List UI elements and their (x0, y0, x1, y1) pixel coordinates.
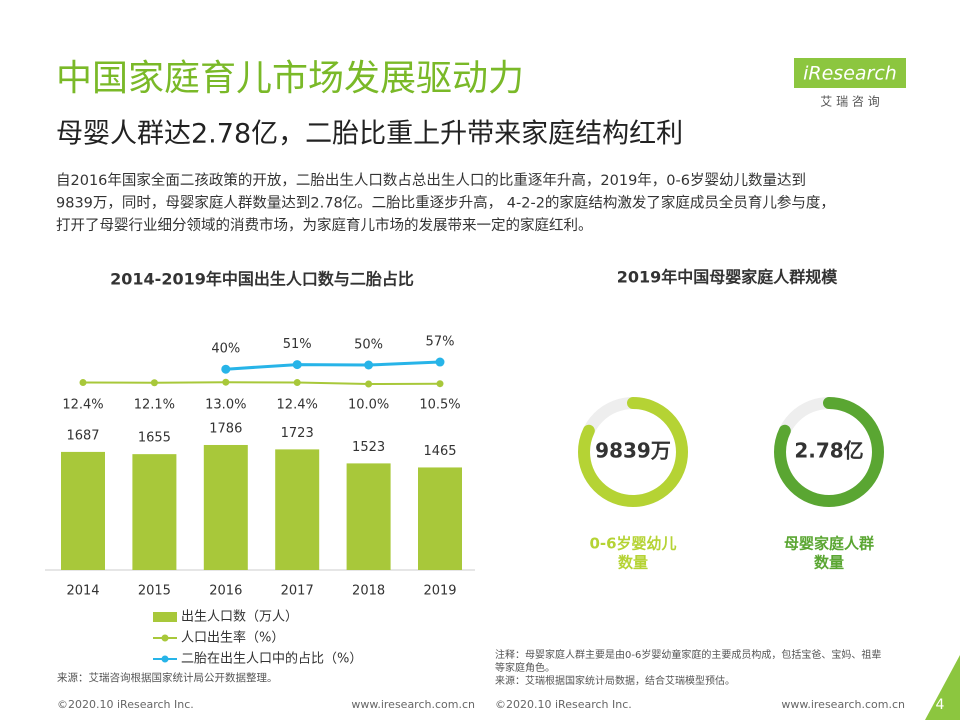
donut-ring (578, 397, 688, 507)
bar (61, 451, 105, 570)
corner-decor (925, 655, 960, 720)
note: 等家庭角色。 (495, 661, 555, 674)
line-point (292, 360, 302, 370)
line-point (365, 380, 373, 388)
bar (275, 449, 320, 570)
chart-title: 2014-2019年中国出生人口数与二胎占比 (110, 270, 414, 289)
line-value-label: 50% (354, 338, 383, 353)
line-value-label: 13.0% (205, 398, 246, 413)
subtitle: 母婴人群达2.78亿，二胎比重上升带来家庭结构红利 (56, 119, 683, 150)
bar (132, 454, 177, 570)
line-point (222, 378, 230, 386)
source: 来源：艾瑞咨询根据国家统计局公开数据整理。 (57, 671, 278, 684)
note: 注释：母婴家庭人群主要是由0-6岁婴幼童家庭的主要成员构成，包括宝爸、宝妈、祖辈 (495, 648, 881, 661)
body-text: 自2016年国家全面二孩政策的开放，二胎出生人口数占总出生人口的比重逐年升高，2… (56, 171, 806, 189)
legend-label: 出生人口数（万人） (181, 610, 298, 625)
chart-title: 2019年中国母婴家庭人群规模 (617, 268, 839, 287)
x-tick-label: 2015 (138, 584, 171, 599)
bar-value-label: 1523 (352, 440, 385, 455)
x-tick-label: 2017 (281, 584, 314, 599)
line-point (150, 379, 158, 387)
line-point (436, 380, 444, 388)
line-value-label: 12.1% (134, 398, 175, 413)
title: 中国家庭育儿市场发展驱动力 (56, 58, 524, 99)
line-value-label: 40% (211, 342, 240, 357)
bar-value-label: 1687 (66, 428, 99, 443)
line-value-label: 10.0% (348, 398, 389, 413)
line-point (221, 364, 231, 374)
donut-label: 0-6岁婴幼儿 (589, 535, 676, 553)
footer-copyright: ©2020.10 iResearch Inc. (495, 698, 632, 711)
line-value-label: 12.4% (277, 398, 318, 413)
line-value-label: 12.4% (62, 398, 103, 413)
line-point (79, 379, 87, 387)
line-point (293, 379, 301, 387)
line-value-label: 51% (283, 337, 312, 352)
legend-label: 二胎在出生人口中的占比（%） (181, 651, 362, 667)
donut-label: 母婴家庭人群 (784, 535, 874, 553)
bar-value-label: 1655 (138, 431, 171, 446)
legend-swatch (153, 612, 177, 622)
line-value-label: 10.5% (419, 398, 460, 413)
bar-value-label: 1465 (423, 444, 456, 459)
bar-value-label: 1786 (209, 421, 242, 436)
bar (203, 444, 248, 570)
note: 来源：艾瑞根据国家统计局数据，结合艾瑞模型预估。 (495, 674, 735, 687)
line (82, 381, 441, 386)
legend-label: 人口出生率（%） (181, 630, 284, 646)
bar (346, 463, 391, 570)
donut-value: 9839万 (595, 439, 671, 463)
footer-url: www.iresearch.com.cn (351, 698, 475, 711)
donut-label: 数量 (814, 554, 844, 572)
x-tick-label: 2019 (423, 584, 456, 599)
x-tick-label: 2014 (66, 584, 99, 599)
x-tick-label: 2016 (209, 584, 242, 599)
line-point (435, 357, 445, 367)
donut-ring (774, 397, 884, 507)
logo-box (794, 58, 906, 88)
bar-value-label: 1723 (281, 426, 314, 441)
legend-swatch (161, 634, 169, 642)
donut-label: 数量 (618, 554, 648, 572)
legend-swatch (161, 655, 169, 663)
line (225, 360, 441, 371)
body-text: 9839万，同时，母婴家庭人群数量达到2.78亿。二胎比重逐步升高， 4-2-2… (56, 194, 835, 212)
x-tick-label: 2018 (352, 584, 385, 599)
body-text: 打开了母婴行业细分领域的消费市场，为家庭育儿市场的发展带来一定的家庭红利。 (56, 217, 593, 234)
logo-sub: 艾 瑞 咨 询 (820, 94, 879, 109)
line-value-label: 57% (426, 335, 455, 350)
logo: iResearch (803, 63, 897, 85)
bar (418, 467, 462, 570)
footer-url: www.iresearch.com.cn (781, 698, 905, 711)
footer-copyright: ©2020.10 iResearch Inc. (57, 698, 194, 711)
page-number: 4 (936, 697, 945, 713)
line-point (364, 360, 374, 370)
donut-value: 2.78亿 (794, 439, 863, 463)
